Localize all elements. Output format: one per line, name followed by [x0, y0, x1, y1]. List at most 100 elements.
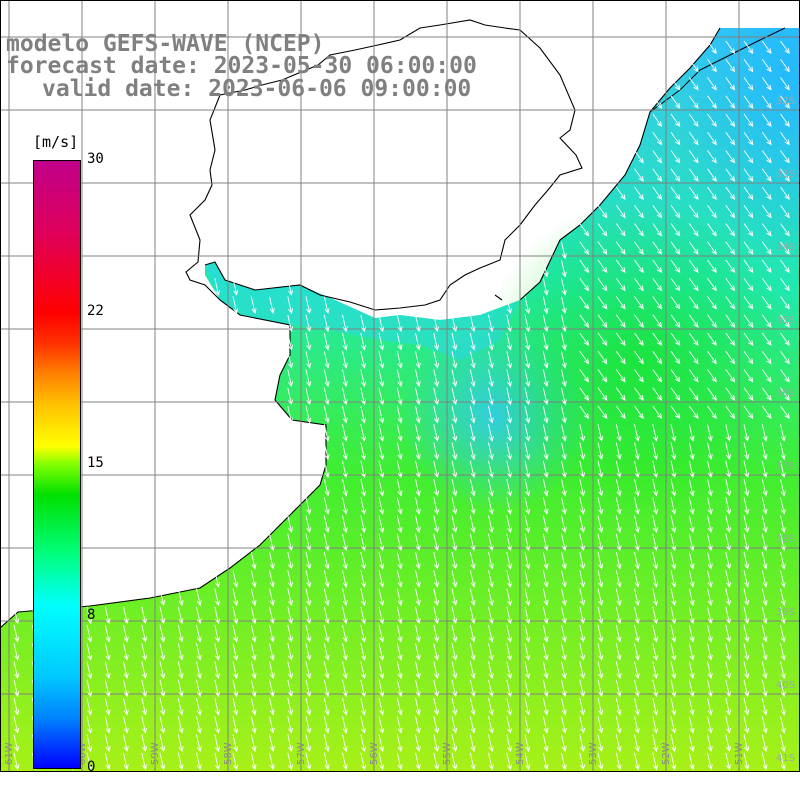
- wind-arrow: [415, 588, 421, 607]
- wind-arrow: [780, 734, 786, 753]
- wind-arrow: [743, 77, 754, 91]
- wind-arrow: [670, 168, 681, 182]
- wind-arrow: [360, 369, 367, 388]
- wind-arrow: [469, 734, 476, 753]
- wind-arrow: [323, 661, 330, 680]
- wind-arrow: [396, 515, 403, 534]
- wind-arrow: [488, 624, 494, 643]
- wind-arrow: [141, 697, 148, 716]
- wind-arrow: [488, 551, 494, 570]
- lon-label: 54W: [515, 742, 526, 765]
- wind-arrow: [561, 259, 567, 278]
- wind-arrow: [141, 624, 148, 643]
- wind-arrow: [652, 460, 659, 479]
- wind-arrow: [177, 697, 184, 716]
- wind-arrow: [488, 405, 494, 424]
- wind-arrow: [761, 113, 772, 128]
- wind-arrow: [469, 624, 476, 643]
- wind-arrow: [378, 697, 385, 716]
- wind-arrow: [725, 679, 732, 698]
- wind-arrow: [634, 314, 644, 328]
- wind-arrow: [634, 734, 640, 753]
- wind-arrow: [561, 515, 567, 534]
- wind-arrow: [177, 734, 184, 753]
- wind-arrow: [743, 424, 750, 442]
- wind-arrow: [615, 259, 626, 274]
- wind-arrow: [597, 369, 608, 383]
- wind-arrow: [743, 442, 750, 461]
- wind-arrow: [415, 424, 421, 442]
- wind-arrow: [707, 515, 713, 534]
- wind-arrow: [159, 752, 166, 771]
- wind-arrow: [579, 643, 586, 661]
- wind-arrow: [707, 332, 717, 347]
- wind-arrow: [725, 387, 736, 401]
- wind-arrow: [707, 716, 713, 734]
- wind-arrow: [634, 442, 640, 461]
- wind-arrow: [615, 442, 622, 461]
- wind-arrow: [670, 570, 677, 588]
- wind-arrow: [13, 679, 20, 698]
- wind-arrow: [634, 332, 644, 347]
- wind-arrow: [469, 460, 476, 479]
- wind-arrow: [378, 679, 385, 698]
- wind-arrow: [488, 515, 494, 534]
- wind-arrow: [670, 95, 681, 109]
- wind-arrow: [232, 679, 239, 698]
- wind-arrow: [615, 624, 622, 643]
- wind-arrow: [287, 405, 294, 424]
- wind-arrow: [780, 551, 786, 570]
- wind-arrow: [688, 132, 699, 146]
- colorbar: [33, 160, 81, 769]
- wind-arrow: [670, 132, 681, 146]
- wind-arrow: [688, 697, 695, 716]
- wind-arrow: [287, 716, 294, 734]
- wind-arrow: [360, 442, 367, 461]
- wind-arrow: [141, 716, 148, 734]
- wind-arrow: [250, 716, 257, 734]
- wind-arrow: [415, 734, 421, 753]
- wind-arrow: [688, 570, 695, 588]
- wind-arrow: [506, 351, 513, 369]
- wind-arrow: [196, 606, 202, 625]
- wind-arrow: [725, 588, 732, 607]
- wind-arrow: [725, 259, 736, 274]
- wind-arrow: [378, 752, 385, 771]
- wind-arrow: [542, 752, 549, 771]
- wind-arrow: [634, 570, 640, 588]
- wind-arrow: [597, 697, 604, 716]
- wind-arrow: [323, 679, 330, 698]
- wind-arrow: [780, 697, 786, 716]
- wind-arrow: [360, 387, 367, 406]
- wind-arrow: [433, 551, 440, 570]
- wind-arrow: [688, 606, 695, 625]
- wind-arrow: [561, 643, 567, 661]
- wind-arrow: [123, 734, 129, 753]
- wind-arrow: [688, 515, 695, 534]
- wind-arrow: [761, 168, 772, 182]
- wind-arrow: [214, 697, 221, 716]
- wind-arrow: [214, 679, 221, 698]
- wind-arrow: [524, 332, 531, 351]
- wind-arrow: [287, 570, 294, 588]
- wind-arrow: [597, 332, 608, 347]
- wind-arrow: [542, 624, 549, 643]
- wind-arrow: [743, 132, 754, 146]
- wind-arrow: [250, 588, 257, 607]
- wind-arrow: [196, 752, 202, 771]
- wind-arrow: [634, 643, 640, 661]
- wind-arrow: [469, 661, 476, 680]
- wind-arrow: [396, 497, 403, 515]
- wind-arrow: [561, 716, 567, 734]
- wind-arrow: [177, 716, 184, 734]
- wind-arrow: [780, 241, 790, 255]
- wind-arrow: [104, 752, 111, 771]
- wind-arrow: [761, 697, 768, 716]
- wind-arrow: [86, 606, 93, 625]
- wind-arrow: [597, 661, 604, 680]
- wind-arrow: [433, 533, 440, 552]
- wind-arrow: [615, 186, 626, 201]
- wind-arrow: [269, 752, 275, 771]
- wind-arrow: [688, 405, 699, 420]
- wind-arrow: [579, 405, 590, 420]
